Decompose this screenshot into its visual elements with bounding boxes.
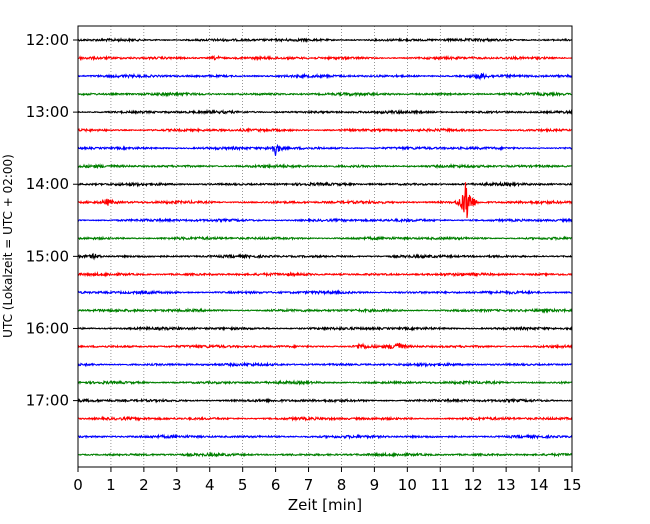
trace-1215 xyxy=(77,54,573,62)
trace-1630 xyxy=(77,361,573,368)
trace-1700 xyxy=(77,397,573,404)
trace-1330 xyxy=(77,143,573,156)
trace-1615 xyxy=(77,342,573,350)
x-tick-label: 1 xyxy=(106,476,116,494)
trace-layer xyxy=(77,37,573,458)
x-axis-label: Zeit [min] xyxy=(288,496,362,514)
x-tick-label: 15 xyxy=(562,476,581,494)
trace-1430 xyxy=(77,217,573,224)
x-tick-label: 9 xyxy=(370,476,380,494)
x-tick-label: 13 xyxy=(497,476,516,494)
trace-1515 xyxy=(77,270,573,278)
y-axis-label: UTC (Lokalzeit = UTC + 02:00) xyxy=(1,154,15,338)
trace-1500 xyxy=(77,252,573,261)
x-tick-label: 6 xyxy=(271,476,281,494)
y-tick-layer: 12:00 13:00 14:00 15:00 16:00 17:00 xyxy=(26,31,78,410)
y-tick-label: 17:00 xyxy=(26,392,69,410)
x-tick-label: 7 xyxy=(304,476,314,494)
x-tick-label: 12 xyxy=(464,476,483,494)
x-tick-layer: 0 1 2 3 4 5 6 7 8 9 10 11 12 13 14 15 xyxy=(73,467,582,494)
x-tick-label: 0 xyxy=(73,476,83,494)
trace-1345 xyxy=(77,162,573,170)
trace-1400 xyxy=(77,180,573,188)
x-tick-label: 2 xyxy=(139,476,149,494)
y-tick-label: 13:00 xyxy=(26,103,69,121)
trace-1415 xyxy=(77,182,573,219)
x-tick-label: 11 xyxy=(431,476,450,494)
x-tick-label: 10 xyxy=(398,476,417,494)
y-tick-label: 12:00 xyxy=(26,31,69,49)
x-tick-label: 3 xyxy=(172,476,182,494)
trace-1645 xyxy=(77,379,573,386)
trace-1300 xyxy=(77,108,573,116)
trace-1230 xyxy=(77,72,573,81)
trace-1315 xyxy=(77,127,573,134)
y-tick-label: 16:00 xyxy=(26,319,69,337)
x-tick-label: 14 xyxy=(530,476,549,494)
x-tick-label: 5 xyxy=(238,476,248,494)
x-tick-label: 8 xyxy=(337,476,347,494)
trace-1745 xyxy=(77,451,573,458)
x-tick-label: 4 xyxy=(205,476,215,494)
y-tick-label: 14:00 xyxy=(26,175,69,193)
y-tick-label: 15:00 xyxy=(26,247,69,265)
trace-1715 xyxy=(77,415,573,422)
trace-1445 xyxy=(77,235,573,242)
trace-1600 xyxy=(77,325,573,332)
trace-1200 xyxy=(77,37,573,44)
trace-1530 xyxy=(77,289,573,296)
plot-frame xyxy=(77,25,573,468)
trace-1545 xyxy=(77,307,573,314)
trace-1730 xyxy=(77,433,573,440)
trace-1245 xyxy=(77,90,573,98)
